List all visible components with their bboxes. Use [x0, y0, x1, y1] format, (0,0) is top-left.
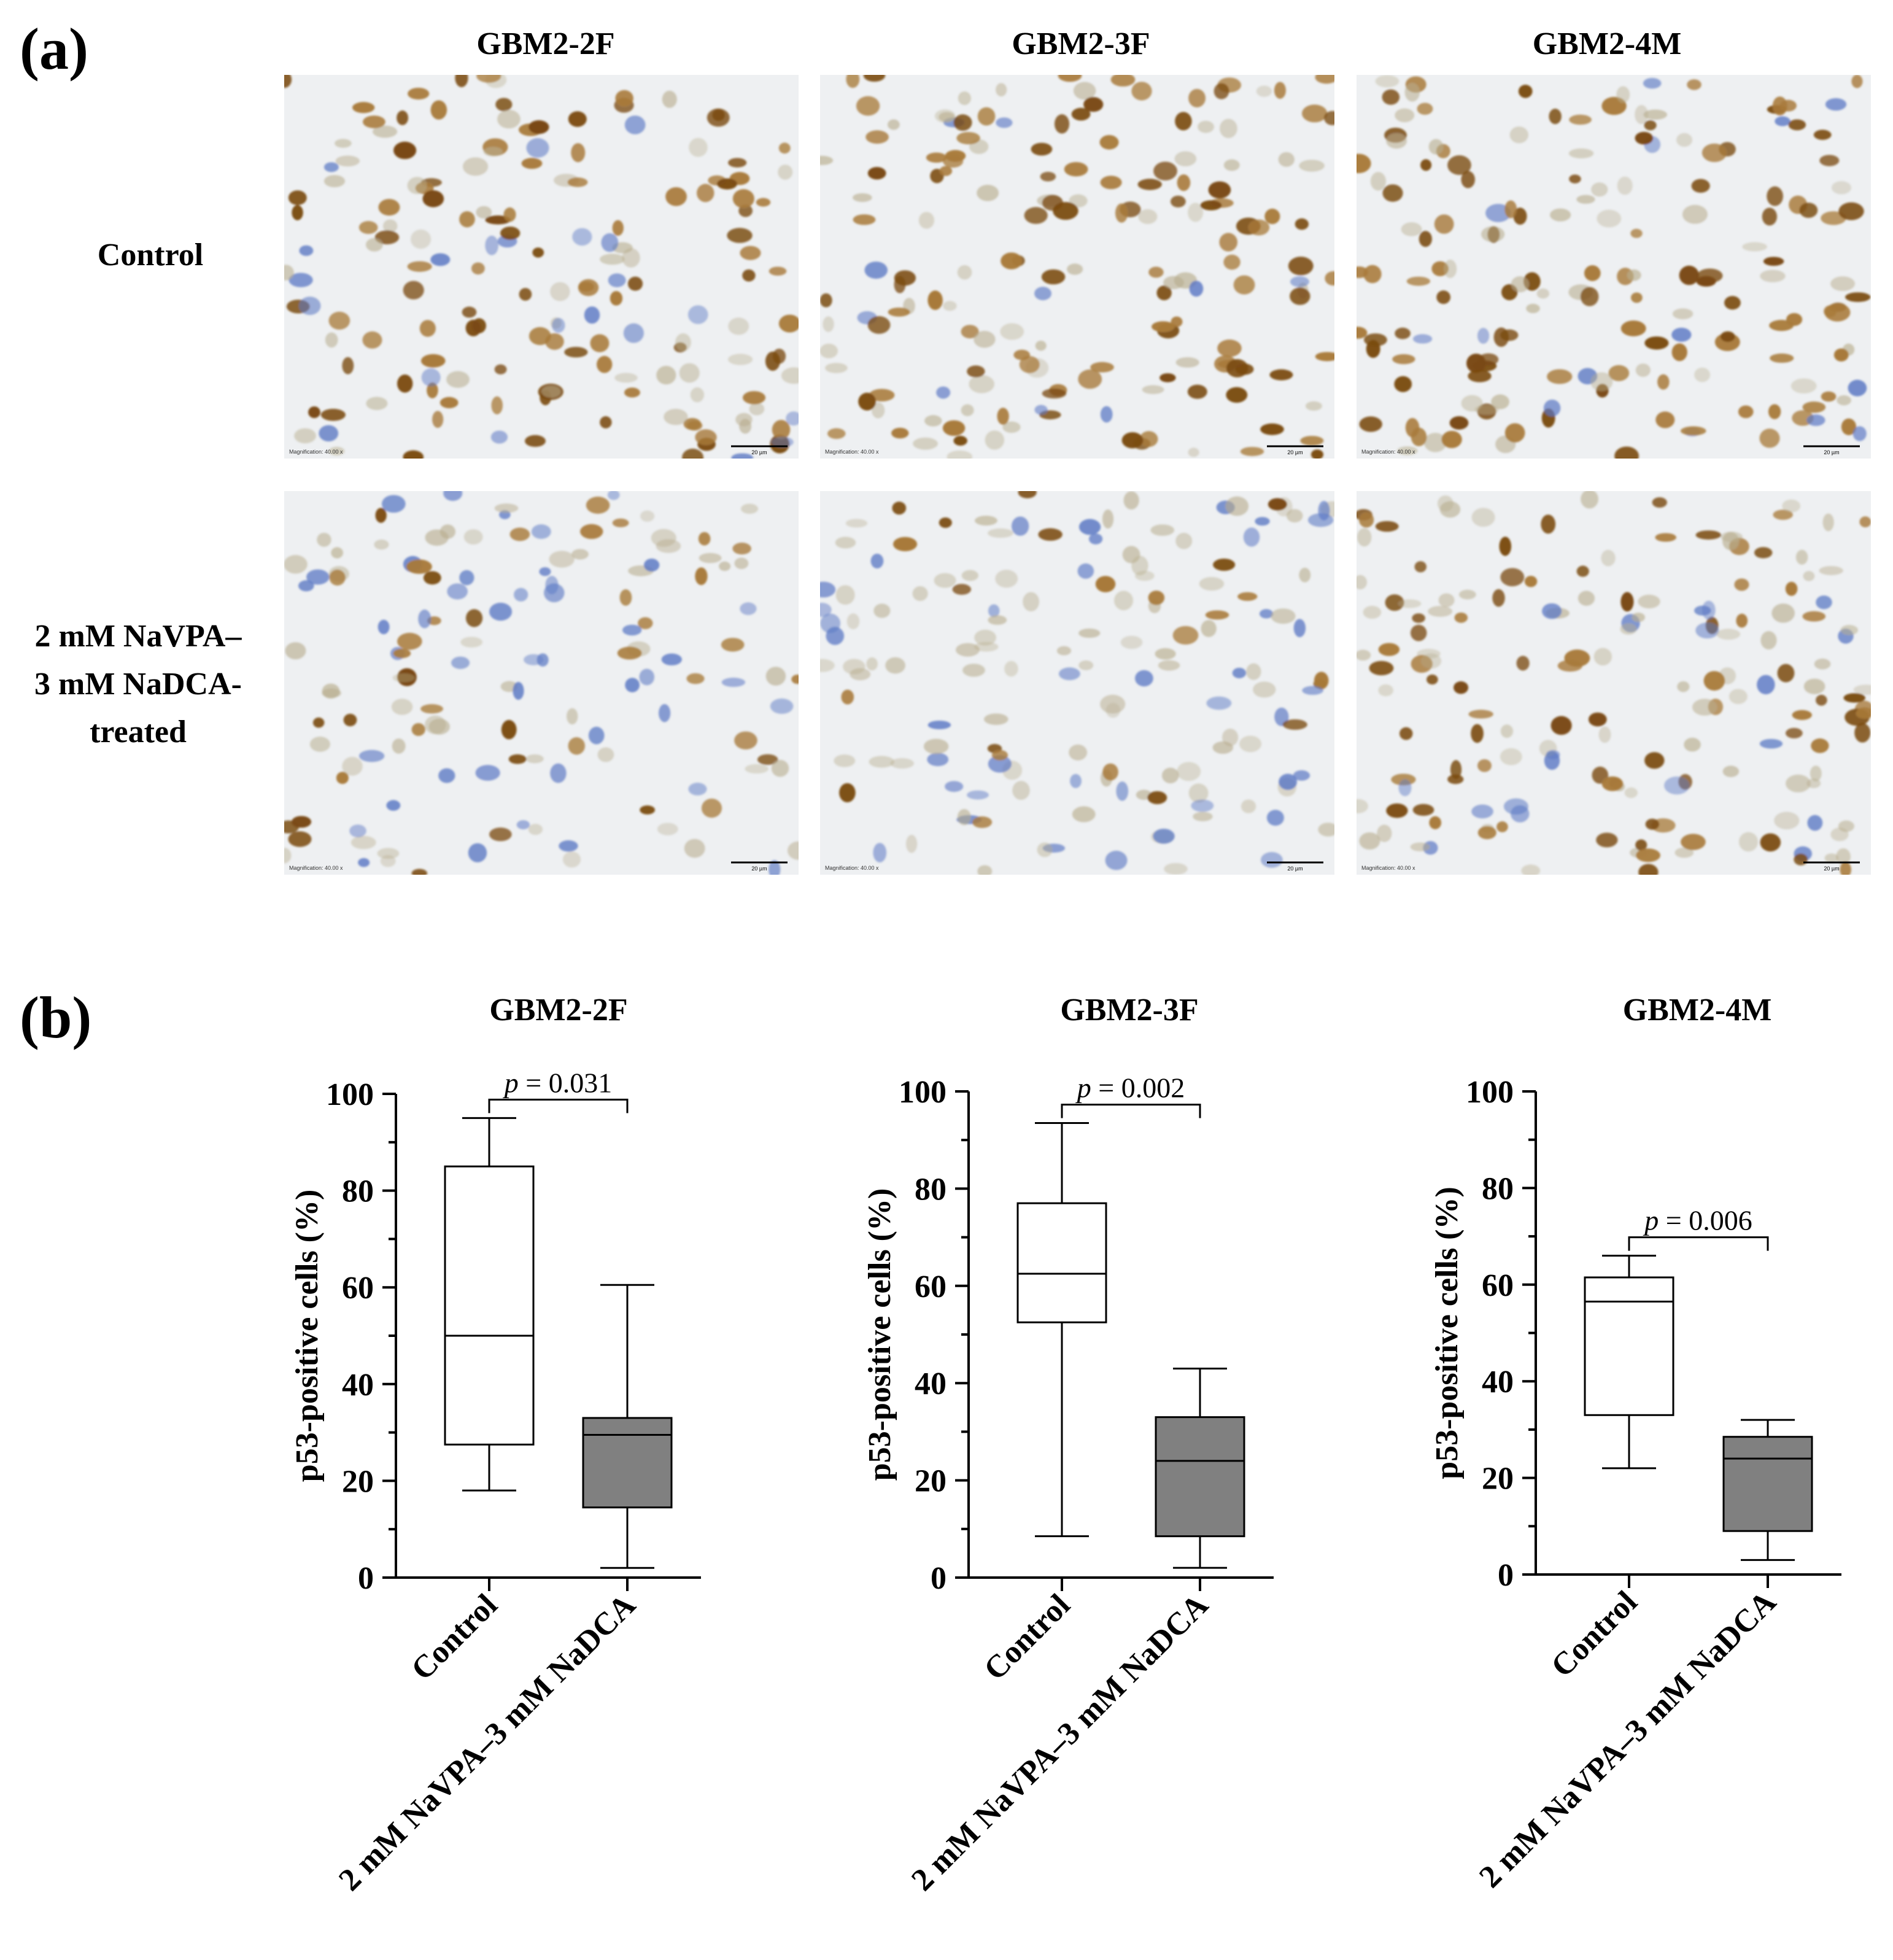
magnification-label: Magnification: 40.00 x — [825, 865, 879, 871]
y-tick-label: 20 — [915, 1464, 947, 1499]
y-tick-label: 60 — [1482, 1268, 1514, 1303]
magnification-label: Magnification: 40.00 x — [1361, 449, 1415, 455]
boxplot-2: GBM2-3F 0 20 40 60 80 100 p53-positive cells (%… — [862, 993, 1274, 1897]
x-tick-label: Control — [405, 1587, 504, 1687]
y-tick-label: 40 — [342, 1368, 374, 1403]
row-label-treated-line-3: treated — [90, 715, 187, 750]
y-tick-label: 20 — [342, 1464, 374, 1499]
box-treated: 2 mM NaVPA–3 mM NaDCA — [905, 1367, 1245, 1898]
x-tick-label: Control — [977, 1587, 1077, 1687]
y-tick-label: 80 — [1482, 1171, 1514, 1206]
y-tick-label: 0 — [1498, 1558, 1514, 1593]
scale-bar-label: 20 µm — [1287, 866, 1303, 872]
iqr-box — [1584, 1276, 1674, 1416]
magnification-label: Magnification: 40.00 x — [825, 449, 879, 455]
y-tick-label: 40 — [915, 1366, 947, 1401]
column-title-gbm2-2f: GBM2-2F — [476, 26, 614, 61]
chart-title: GBM2-4M — [1623, 993, 1772, 1028]
row-label-treated-line-1: 2 mM NaVPA– — [35, 619, 242, 654]
iqr-box — [1016, 1202, 1107, 1323]
significance-bracket — [488, 1098, 629, 1114]
y-tick-label: 0 — [358, 1561, 374, 1596]
row-label-control: Control — [98, 238, 203, 273]
magnification-label: Magnification: 40.00 x — [289, 865, 343, 871]
x-tick-label: 2 mM NaVPA–3 mM NaDCA — [332, 1587, 643, 1898]
scale-bar-label: 20 µm — [751, 449, 767, 455]
y-tick-label: 80 — [915, 1172, 947, 1207]
row-label-treated-line-2: 3 mM NaDCA- — [34, 667, 242, 702]
iqr-box — [1722, 1436, 1813, 1532]
iqr-box — [582, 1417, 673, 1509]
column-title-gbm2-3f: GBM2-3F — [1012, 26, 1150, 61]
y-tick-label: 80 — [342, 1174, 374, 1209]
significance-bracket — [1061, 1103, 1201, 1118]
chart-title: GBM2-2F — [489, 993, 627, 1028]
boxplot-3: GBM2-4M 0 20 40 60 80 100 p53-positive cells (%… — [1430, 993, 1841, 1894]
p-value-label: p = 0.006 — [1643, 1205, 1752, 1236]
y-axis-label: p53-positive cells (%) — [1430, 1187, 1465, 1479]
micrograph-6: Magnification: 40.00 x 20 µm — [1357, 491, 1871, 875]
x-tick-label: Control — [1544, 1584, 1644, 1684]
micrograph-1: Magnification: 40.00 x 20 µm — [284, 75, 799, 459]
magnification-label: Magnification: 40.00 x — [289, 449, 343, 455]
scale-bar-label: 20 µm — [1824, 449, 1839, 455]
box-control: Control — [1544, 1255, 1674, 1684]
y-tick-label: 60 — [915, 1269, 947, 1304]
micrograph-3: Magnification: 40.00 x 20 µm — [1357, 75, 1871, 459]
y-tick-label: 100 — [326, 1077, 374, 1112]
scale-bar-label: 20 µm — [1287, 449, 1303, 455]
box-control: Control — [405, 1117, 535, 1687]
significance-bracket — [1628, 1236, 1769, 1251]
box-control: Control — [977, 1121, 1107, 1687]
iqr-box — [444, 1165, 535, 1446]
micrograph-2: Magnification: 40.00 x 20 µm — [820, 75, 1334, 459]
y-tick-label: 0 — [931, 1561, 947, 1596]
y-tick-label: 100 — [899, 1075, 947, 1110]
iqr-box — [1155, 1416, 1245, 1538]
scale-bar-label: 20 µm — [1824, 866, 1839, 872]
box-treated: 2 mM NaVPA–3 mM NaDCA — [1473, 1419, 1813, 1895]
y-tick-label: 20 — [1482, 1462, 1514, 1497]
y-tick-label: 40 — [1482, 1365, 1514, 1400]
y-tick-label: 60 — [342, 1271, 374, 1306]
magnification-label: Magnification: 40.00 x — [1361, 865, 1415, 871]
column-title-gbm2-4m: GBM2-4M — [1533, 26, 1682, 61]
y-axis-label: p53-positive cells (%) — [290, 1190, 325, 1482]
x-tick-label: 2 mM NaVPA–3 mM NaDCA — [1473, 1584, 1783, 1895]
micrograph-5: Magnification: 40.00 x 20 µm — [820, 491, 1334, 875]
panel-b-label: (b) — [20, 985, 91, 1050]
x-tick-label: 2 mM NaVPA–3 mM NaDCA — [905, 1587, 1215, 1898]
chart-title: GBM2-3F — [1060, 993, 1198, 1028]
y-axis-label: p53-positive cells (%) — [862, 1188, 897, 1481]
boxplot-1: GBM2-2F 0 20 40 60 80 100 p53-positive cells (%… — [290, 993, 701, 1897]
micrograph-4: Magnification: 40.00 x 20 µm — [284, 491, 799, 875]
p-value-label: p = 0.031 — [503, 1067, 612, 1098]
p-value-label: p = 0.002 — [1075, 1072, 1185, 1103]
scale-bar-label: 20 µm — [751, 866, 767, 872]
y-tick-label: 100 — [1466, 1075, 1514, 1110]
panel-a-label: (a) — [20, 16, 88, 82]
